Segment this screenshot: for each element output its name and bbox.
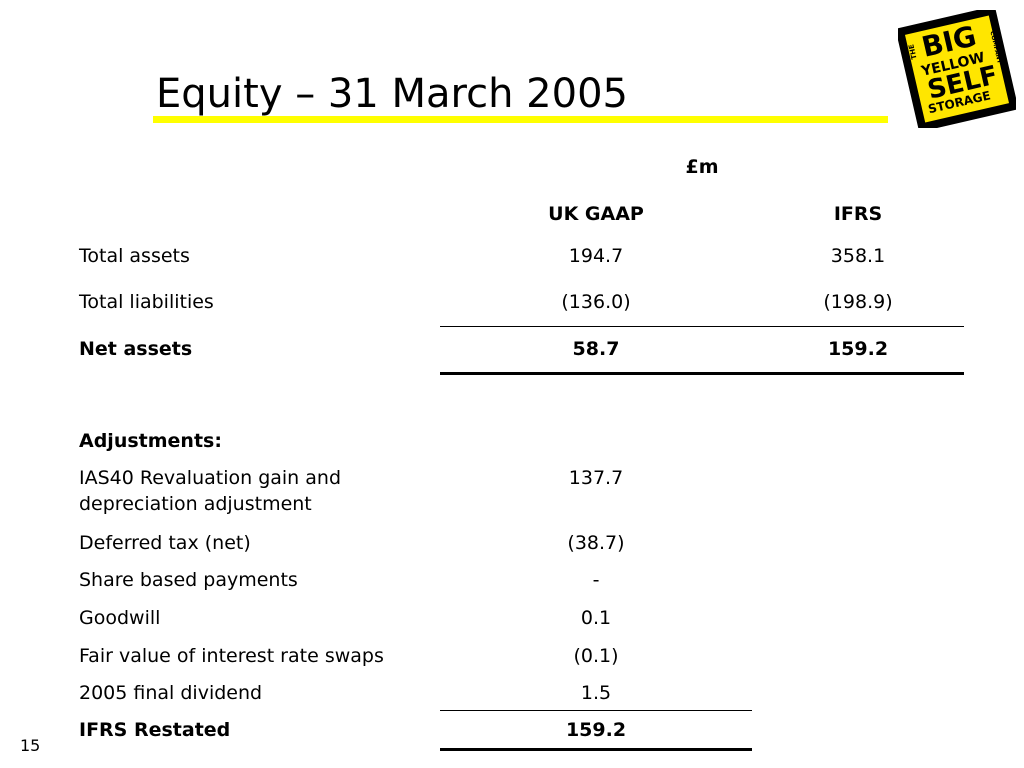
- subtotal-rule: [440, 326, 964, 327]
- total-assets-uk-gaap: 194.7: [568, 245, 624, 267]
- net-assets-ifrs: 159.2: [827, 338, 889, 360]
- col-header-uk-gaap: UK GAAP: [548, 203, 644, 225]
- row-label-ifrs-restated: IFRS Restated: [79, 719, 231, 741]
- adjustment-label-interest-rate-swaps: Fair value of interest rate swaps: [79, 645, 384, 667]
- logo-text-the: THE: [907, 43, 918, 60]
- row-label-net-assets: Net assets: [79, 338, 193, 360]
- total-liabilities-uk-gaap: (136.0): [561, 291, 631, 313]
- restated-total-rule: [440, 748, 752, 751]
- adjustment-value-final-dividend: 1.5: [580, 682, 612, 704]
- adjustment-label-deferred-tax: Deferred tax (net): [79, 532, 251, 554]
- adjustment-value-share-based-payments: -: [592, 569, 600, 591]
- unit-header: £m: [685, 156, 719, 178]
- big-yellow-self-storage-logo: THE BIG YELLOW SELF STORAGE COMPANY: [898, 10, 1016, 128]
- adjustment-value-deferred-tax: (38.7): [567, 532, 625, 554]
- adjustments-heading: Adjustments:: [79, 430, 222, 452]
- adjustment-label-share-based-payments: Share based payments: [79, 569, 298, 591]
- title-underline: [153, 116, 888, 123]
- total-rule: [440, 372, 964, 375]
- adjustment-label-ias40: IAS40 Revaluation gain and depreciation …: [79, 467, 342, 515]
- slide-title: Equity – 31 March 2005: [156, 71, 628, 117]
- row-label-total-liabilities: Total liabilities: [79, 291, 214, 313]
- ifrs-restated-value: 159.2: [565, 719, 627, 741]
- total-liabilities-ifrs: (198.9): [823, 291, 893, 313]
- adjustment-value-goodwill: 0.1: [580, 607, 612, 629]
- page-number: 15: [20, 736, 41, 755]
- row-label-total-assets: Total assets: [79, 245, 190, 267]
- adjustment-value-interest-rate-swaps: (0.1): [573, 645, 619, 667]
- adjustment-label-final-dividend: 2005 final dividend: [79, 682, 263, 704]
- restated-subtotal-rule: [440, 710, 752, 711]
- adjustment-value-ias40: 137.7: [568, 467, 624, 489]
- net-assets-uk-gaap: 58.7: [572, 338, 620, 360]
- adjustment-label-goodwill: Goodwill: [79, 607, 161, 629]
- total-assets-ifrs: 358.1: [830, 245, 886, 267]
- col-header-ifrs: IFRS: [833, 203, 883, 225]
